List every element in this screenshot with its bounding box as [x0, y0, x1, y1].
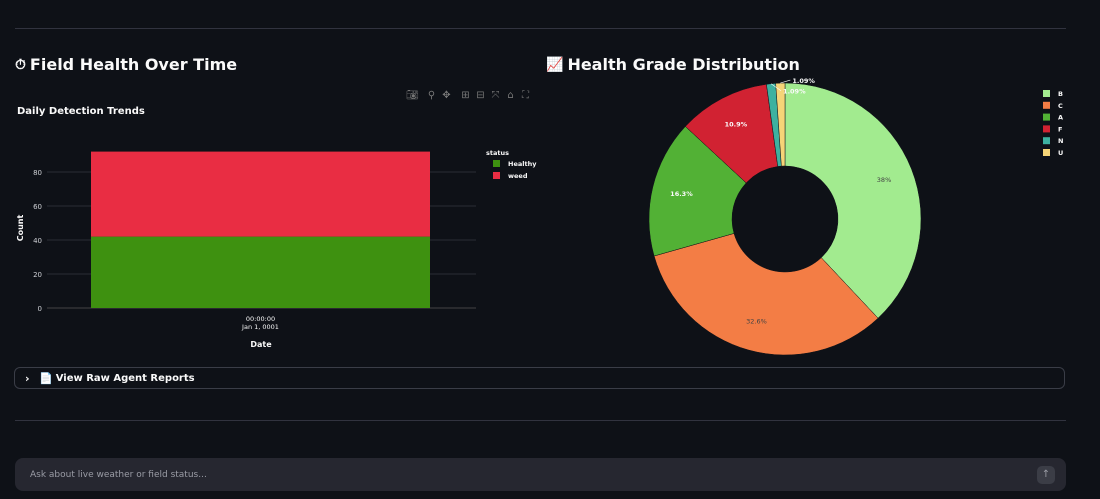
right-section-title: Health Grade Distribution	[567, 55, 800, 74]
expander-label: View Raw Agent Reports	[55, 372, 195, 384]
legend-label-b: B	[1058, 90, 1063, 98]
legend-swatch-f[interactable]	[1043, 125, 1050, 133]
legend-label-weed: weed	[508, 172, 528, 180]
pie-value-label-f: 10.9%	[725, 121, 748, 129]
legend-swatch-n[interactable]	[1043, 137, 1050, 145]
zoom-out-icon[interactable]: ⊟	[476, 90, 485, 101]
y-tick-label: 40	[33, 237, 42, 245]
pie-chart-value-labels: 38% 32.6% 16.3% 10.9% 1.09% 1.09%	[670, 78, 891, 326]
legend-label-a: A	[1058, 114, 1063, 122]
pie-slice-a[interactable]	[648, 126, 747, 257]
pan-icon[interactable]: ✥	[442, 90, 451, 101]
pie-slice-u[interactable]	[775, 82, 786, 167]
bar-healthy[interactable]	[91, 236, 430, 308]
x-tick-label: 00:00:00	[246, 315, 275, 323]
legend-label-healthy: Healthy	[508, 160, 537, 168]
legend-swatch-u[interactable]	[1043, 149, 1050, 156]
raw-agent-reports-expander[interactable]: › 📄 View Raw Agent Reports	[14, 367, 1065, 389]
bar-chart-title: Daily Detection Trends	[17, 106, 145, 117]
left-section-heading: ⏱ Field Health Over Time	[15, 55, 237, 74]
left-section-title: Field Health Over Time	[29, 55, 238, 74]
legend-swatch-b[interactable]	[1043, 90, 1050, 97]
legend-label-f: F	[1058, 125, 1062, 133]
legend-label-n: N	[1058, 137, 1063, 145]
pie-label-leader	[780, 79, 791, 84]
chat-input-bar: ↑	[15, 458, 1066, 491]
chat-input[interactable]	[15, 468, 1037, 481]
bar-chart-legend: status Healthy weed	[486, 149, 537, 180]
pie-value-label-b: 38%	[877, 176, 891, 184]
legend-label-c: C	[1058, 102, 1063, 110]
chevron-right-icon: ›	[25, 371, 30, 385]
chart-increasing-icon: 📈	[546, 56, 564, 73]
bar-weed[interactable]	[91, 151, 430, 237]
bar-chart-x-axis-label: Date	[250, 340, 272, 349]
camera-icon[interactable]: 📷︎	[406, 90, 419, 101]
pie-value-label-a: 16.3%	[670, 190, 693, 198]
pie-chart-slices	[648, 82, 922, 356]
bar-chart-marks	[91, 151, 430, 308]
zoom-icon[interactable]: ⚲	[427, 90, 436, 101]
arrow-up-icon: ↑	[1041, 469, 1051, 480]
top-divider	[15, 28, 1066, 29]
document-icon: 📄	[39, 371, 53, 385]
bar-chart-y-ticks: 0 20 40 60 80	[33, 169, 42, 313]
y-tick-label: 0	[38, 305, 42, 313]
pie-label-leader	[770, 83, 782, 91]
legend-title: status	[486, 149, 509, 157]
y-tick-label: 20	[33, 271, 42, 279]
send-button[interactable]: ↑	[1037, 465, 1055, 484]
legend-swatch-a[interactable]	[1043, 113, 1050, 121]
y-tick-label: 60	[33, 203, 42, 211]
reset-axes-icon[interactable]: ⌂	[507, 90, 514, 101]
bottom-divider	[15, 420, 1066, 421]
pie-value-label-u: 1.09%	[792, 78, 815, 85]
zoom-in-icon[interactable]: ⊞	[461, 90, 470, 101]
legend-label-u: U	[1058, 149, 1063, 157]
chart-modebar: 📷︎ ⚲ ✥ ⊞ ⊟ ⤧ ⌂ ⛶	[405, 89, 533, 103]
x-tick-label: Jan 1, 0001	[241, 323, 279, 331]
pie-slice-b[interactable]	[784, 82, 922, 319]
y-tick-label: 80	[33, 169, 42, 177]
stopwatch-icon: ⏱	[15, 56, 26, 73]
pie-slice-c[interactable]	[653, 233, 879, 356]
legend-swatch-c[interactable]	[1043, 101, 1050, 109]
fullscreen-icon[interactable]: ⛶	[522, 90, 529, 101]
legend-swatch-weed[interactable]	[493, 172, 500, 179]
pie-value-label-c: 32.6%	[746, 318, 767, 326]
right-section-heading: 📈 Health Grade Distribution	[546, 55, 800, 74]
pie-value-label-n: 1.09%	[783, 88, 806, 96]
autoscale-icon[interactable]: ⤧	[491, 90, 500, 101]
legend-swatch-healthy[interactable]	[493, 160, 500, 167]
bar-chart-y-axis-label: Count	[16, 215, 25, 242]
